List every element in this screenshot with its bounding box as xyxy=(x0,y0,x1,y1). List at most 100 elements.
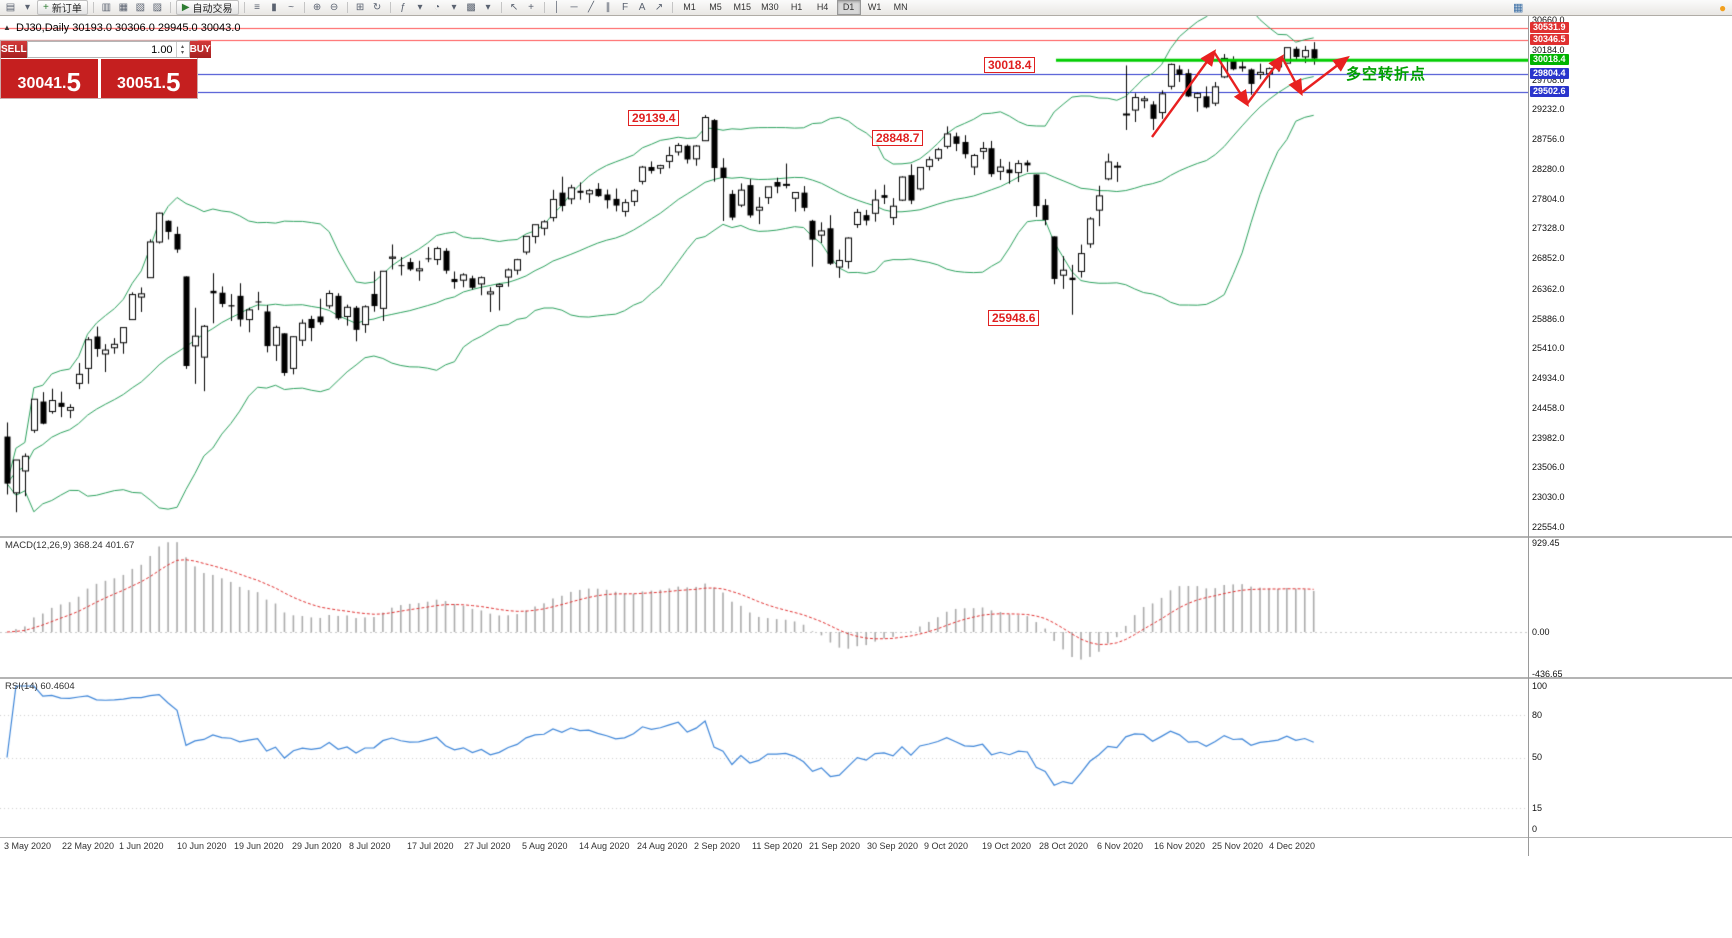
cursor-icon[interactable]: ↖ xyxy=(507,1,522,14)
templates-dropdown-icon-glyph: ▾ xyxy=(485,2,491,13)
text-icon[interactable]: A xyxy=(635,1,650,14)
price-annotation-sep-high[interactable]: 29139.4 xyxy=(628,110,680,126)
volume-down-icon[interactable]: ▾ xyxy=(181,49,185,56)
time-axis-label: 6 Nov 2020 xyxy=(1097,841,1144,851)
time-axis-label: 5 Aug 2020 xyxy=(522,841,568,851)
timeframe-h4[interactable]: H4 xyxy=(816,2,829,12)
price-annotation-oct-high[interactable]: 28848.7 xyxy=(872,130,924,146)
volume-up-icon[interactable]: ▴ xyxy=(181,43,185,50)
axis-label: 80 xyxy=(1532,710,1543,720)
templates-icon-glyph: ▩ xyxy=(466,2,476,13)
time-axis-label: 24 Aug 2020 xyxy=(637,841,688,851)
timeframe-m30[interactable]: M30 xyxy=(761,2,779,12)
charts-dropdown-icon[interactable]: ▾ xyxy=(20,1,35,14)
one-click-panel-toggle-icon[interactable]: ▲ xyxy=(3,23,11,32)
refresh-icon-glyph: ↻ xyxy=(372,2,382,13)
templates-dropdown-icon[interactable]: ▾ xyxy=(481,1,496,14)
rsi-label: RSI(14) 60.4604 xyxy=(5,681,75,692)
autotrading-button[interactable]: ▶ 自动交易 xyxy=(175,0,239,15)
time-axis-label: 16 Nov 2020 xyxy=(1154,841,1206,851)
sell-button[interactable]: SELL xyxy=(1,41,27,58)
toolbar-separator xyxy=(303,2,305,13)
time-axis-label: 4 Dec 2020 xyxy=(1269,841,1316,851)
axis-label: 100 xyxy=(1532,681,1548,691)
time-axis-label: 3 May 2020 xyxy=(4,841,52,851)
rsi-panel-splitter[interactable] xyxy=(0,677,1732,679)
toolbar-separator xyxy=(243,2,245,13)
axis-label: 29232.0 xyxy=(1532,104,1565,114)
periods-dropdown-icon[interactable]: ▾ xyxy=(447,1,462,14)
timeframe-d1[interactable]: D1 xyxy=(836,0,861,15)
time-axis-label: 19 Oct 2020 xyxy=(982,841,1032,851)
charts-icon[interactable]: ▤ xyxy=(3,1,18,14)
timeframe-m15[interactable]: M15 xyxy=(733,2,752,12)
notification-icon[interactable]: ● xyxy=(1719,1,1727,15)
macd-indicator-canvas[interactable] xyxy=(0,537,1528,678)
vertical-line-icon[interactable]: │ xyxy=(550,1,565,14)
channel-icon-glyph: ∥ xyxy=(605,2,611,13)
rsi-indicator-canvas[interactable] xyxy=(0,679,1528,837)
indicators-icon[interactable]: ƒ xyxy=(396,1,411,14)
price-axis[interactable]: 30660.0 30184.0 29708.0 29232.0 28756.0 28280… xyxy=(1529,0,1732,938)
data-window-icon-glyph: ▦ xyxy=(118,2,129,13)
horizontal-line-icon[interactable]: ─ xyxy=(567,1,582,14)
buy-price-button[interactable]: 30051. 5 xyxy=(100,59,197,98)
zoom-out-icon[interactable]: ⊖ xyxy=(327,1,342,14)
zoom-in-icon[interactable]: ⊕ xyxy=(310,1,325,14)
arrow-tool-icon[interactable]: ↗ xyxy=(652,1,667,14)
price-annotation-resistance[interactable]: 30018.4 xyxy=(984,57,1036,73)
bar-chart-icon[interactable]: ≡ xyxy=(250,1,265,14)
time-axis[interactable]: 3 May 2020 22 May 2020 1 Jun 2020 10 Jun 20… xyxy=(0,838,1528,856)
charts-dropdown-icon-glyph: ▾ xyxy=(24,2,31,13)
channel-icon[interactable]: ∥ xyxy=(601,1,616,14)
price-chart-canvas[interactable] xyxy=(0,16,1528,537)
line-chart-icon[interactable]: ~ xyxy=(284,1,299,14)
navigator-icon[interactable]: ▧ xyxy=(133,1,148,14)
volume-spinner: ▴ ▾ xyxy=(175,42,189,57)
axis-label: 26362.0 xyxy=(1532,284,1565,294)
terminal-icon[interactable]: ▨ xyxy=(150,1,165,14)
data-window-icon[interactable]: ▦ xyxy=(116,1,131,14)
timeframe-h1[interactable]: H1 xyxy=(790,2,803,12)
time-axis-label: 17 Jul 2020 xyxy=(407,841,454,851)
axis-label: 29708.0 xyxy=(1532,75,1565,85)
periods-icon-glyph: ◔ xyxy=(434,2,441,13)
refresh-icon[interactable]: ↻ xyxy=(370,1,385,14)
sell-price-button[interactable]: 30041. 5 xyxy=(1,59,98,98)
candlestick-chart-icon[interactable]: ▮ xyxy=(267,1,282,14)
periods-icon[interactable]: ◔ xyxy=(430,1,445,14)
timeframe-m5[interactable]: M5 xyxy=(709,2,722,12)
axis-label: 929.45 xyxy=(1532,538,1560,548)
tile-windows-icon[interactable]: ⊞ xyxy=(353,1,368,14)
fibonacci-icon[interactable]: F xyxy=(618,1,633,14)
new-order-button[interactable]: + 新订单 xyxy=(37,0,88,15)
grid-window-icon[interactable]: ▦ xyxy=(1513,2,1524,14)
price-big-digit: 5 xyxy=(165,67,181,97)
macd-panel-splitter[interactable] xyxy=(0,536,1732,538)
timeframe-m1[interactable]: M1 xyxy=(683,2,696,12)
time-axis-label: 28 Oct 2020 xyxy=(1039,841,1089,851)
price-line-label: 30531.9 xyxy=(1530,22,1569,33)
price-main-digits: 30041. xyxy=(17,75,67,92)
axis-label: 15 xyxy=(1532,803,1543,813)
toolbar-separator xyxy=(92,2,94,13)
buy-button[interactable]: BUY xyxy=(189,41,211,58)
market-watch-icon[interactable]: ▥ xyxy=(99,1,114,14)
timeframe-w1[interactable]: W1 xyxy=(867,2,882,12)
timeframe-mn[interactable]: MN xyxy=(893,2,908,12)
axis-label: 28280.0 xyxy=(1532,164,1565,174)
axis-label: 25886.0 xyxy=(1532,314,1565,324)
chart-title-text: DJ30,Daily 30193.0 30306.0 29945.0 30043… xyxy=(16,22,241,34)
templates-icon[interactable]: ▩ xyxy=(464,1,479,14)
indicators-dropdown-icon[interactable]: ▾ xyxy=(413,1,428,14)
price-line-label: 30346.5 xyxy=(1530,34,1569,45)
fibonacci-icon-glyph: F xyxy=(621,2,629,13)
toolbar-separator xyxy=(389,2,391,13)
volume-input[interactable] xyxy=(27,42,176,57)
axis-label: 30184.0 xyxy=(1532,45,1565,55)
crosshair-icon[interactable]: + xyxy=(524,1,539,14)
trendline-icon[interactable]: ╱ xyxy=(584,1,599,14)
price-annotation-oct-low[interactable]: 25948.6 xyxy=(988,310,1040,326)
candlestick-chart-icon-glyph: ▮ xyxy=(271,2,277,13)
